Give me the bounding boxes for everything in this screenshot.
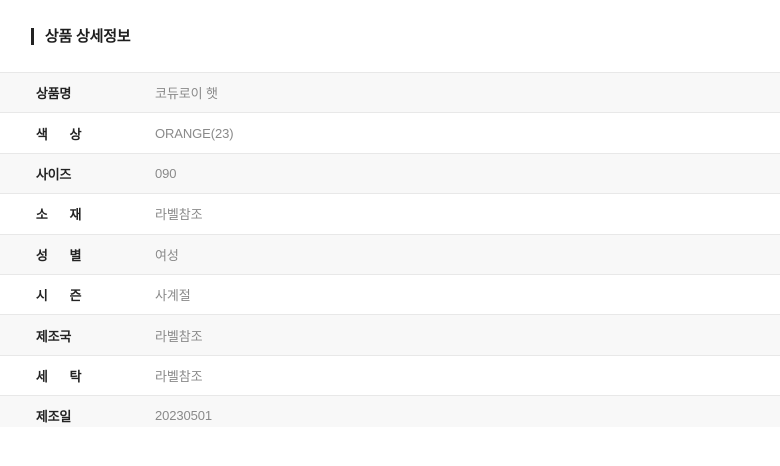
spec-label-text: 사이즈 [36,166,72,182]
spec-label-text: 상품명 [36,86,72,102]
spec-label-cell: 시 즌 [0,273,155,315]
spec-value-cell: 라벨참조 [155,354,780,396]
table-row: 소 재 라벨참조 [0,193,780,235]
spec-value-cell: 사계절 [155,273,780,315]
spec-value-cell: 라벨참조 [155,193,780,235]
spec-value-cell: 코듀로이 햇 [155,71,780,113]
table-row: 성 별 여성 [0,233,780,275]
table-row: 제조국 라벨참조 [0,314,780,356]
section-header: 상품 상세정보 [0,0,780,72]
page-title: 상품 상세정보 [45,27,131,45]
spec-label-cell: 제조국 [0,314,155,356]
spec-label-text: 성 별 [36,247,91,263]
bottom-spacer [0,427,780,466]
spec-label-text: 세 탁 [36,368,91,384]
spec-value-cell: 라벨참조 [155,314,780,356]
spec-label-cell: 소 재 [0,193,155,235]
spec-label-text: 소 재 [36,207,91,223]
table-row: 색 상 ORANGE(23) [0,112,780,154]
table-row: 사이즈 090 [0,152,780,194]
spec-label-text: 제조일 [36,409,72,425]
spec-label-cell: 세 탁 [0,354,155,396]
spec-label-text: 시 즌 [36,288,91,304]
table-row: 상품명 코듀로이 햇 [0,71,780,113]
table-row: 시 즌 사계절 [0,273,780,315]
spec-label-text: 제조국 [36,328,72,344]
spec-label-text: 색 상 [36,126,91,142]
spec-label-cell: 성 별 [0,233,155,275]
accent-bar-icon [31,27,34,45]
spec-value-cell: 여성 [155,233,780,275]
spec-value-cell: ORANGE(23) [155,112,780,154]
spec-label-cell: 색 상 [0,112,155,154]
spec-value-cell: 090 [155,152,780,194]
table-row: 세 탁 라벨참조 [0,354,780,396]
spec-label-cell: 사이즈 [0,152,155,194]
spec-label-cell: 상품명 [0,71,155,113]
